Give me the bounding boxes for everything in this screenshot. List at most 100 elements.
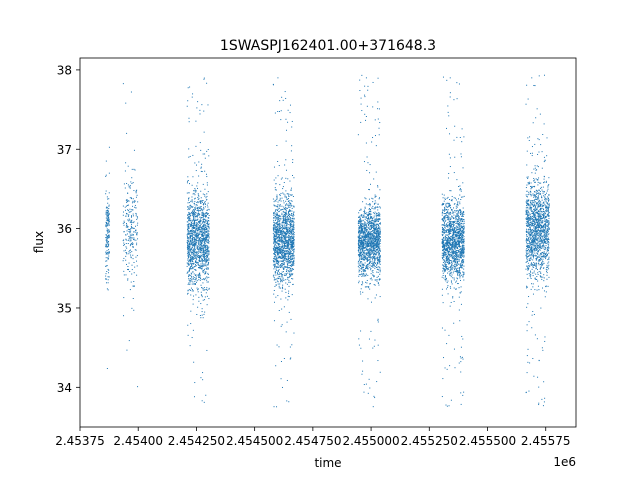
- data-point: [134, 200, 136, 202]
- data-point: [278, 222, 280, 224]
- data-point: [132, 182, 134, 184]
- data-point: [206, 241, 208, 243]
- data-point: [283, 251, 285, 253]
- data-point: [207, 250, 209, 252]
- data-point: [290, 205, 292, 207]
- data-point: [282, 235, 284, 237]
- data-point: [366, 249, 368, 251]
- data-point: [373, 261, 375, 263]
- data-point: [285, 254, 287, 256]
- data-point: [195, 233, 197, 235]
- data-point: [207, 212, 209, 214]
- data-point: [285, 227, 287, 229]
- data-point: [286, 213, 288, 215]
- data-point: [272, 259, 274, 261]
- data-point: [358, 249, 360, 251]
- data-point: [449, 199, 451, 201]
- data-point: [189, 241, 191, 243]
- data-point: [366, 228, 368, 230]
- data-point: [135, 212, 137, 214]
- data-point: [273, 227, 275, 229]
- data-point: [372, 252, 374, 254]
- data-point: [202, 225, 204, 227]
- data-point: [281, 243, 283, 245]
- data-point: [363, 238, 365, 240]
- data-point: [197, 213, 199, 215]
- data-point: [283, 242, 285, 244]
- data-point: [366, 267, 368, 269]
- data-point: [289, 275, 291, 277]
- data-point: [448, 230, 450, 232]
- data-point: [293, 248, 295, 250]
- data-point: [368, 228, 370, 230]
- data-point: [359, 259, 361, 261]
- data-point: [106, 211, 108, 213]
- data-point: [375, 249, 377, 251]
- data-point: [361, 261, 363, 263]
- data-point: [129, 249, 131, 251]
- data-point: [203, 264, 205, 266]
- data-point: [367, 298, 369, 300]
- data-point: [288, 244, 290, 246]
- data-point: [361, 232, 363, 234]
- data-point: [371, 262, 373, 264]
- data-point: [207, 245, 209, 247]
- data-point: [283, 227, 285, 229]
- data-point: [291, 242, 293, 244]
- data-point: [372, 270, 374, 272]
- data-point: [281, 221, 283, 223]
- data-point: [289, 104, 291, 106]
- data-point: [359, 264, 361, 266]
- data-point: [291, 221, 293, 223]
- data-point: [198, 224, 200, 226]
- data-point: [206, 231, 208, 233]
- data-point: [284, 266, 286, 268]
- data-point: [194, 211, 196, 213]
- data-point: [363, 274, 365, 276]
- data-point: [370, 242, 372, 244]
- data-point: [285, 209, 287, 211]
- data-point: [201, 232, 203, 234]
- data-point: [365, 203, 367, 205]
- data-point: [207, 242, 209, 244]
- data-point: [194, 209, 196, 211]
- data-point: [275, 238, 277, 240]
- data-point: [192, 210, 194, 212]
- data-point: [277, 221, 279, 223]
- data-point: [279, 267, 281, 269]
- data-point: [360, 245, 362, 247]
- data-point: [197, 289, 198, 291]
- data-point: [274, 270, 276, 272]
- data-point: [291, 219, 293, 221]
- data-point: [363, 223, 365, 225]
- data-point: [105, 282, 107, 284]
- data-point: [197, 251, 199, 253]
- data-point: [284, 231, 286, 233]
- data-point: [285, 248, 287, 250]
- data-point: [373, 345, 375, 347]
- data-point: [276, 258, 278, 260]
- data-point: [206, 246, 208, 248]
- data-point: [288, 213, 290, 215]
- data-point: [363, 241, 365, 243]
- data-point: [280, 217, 282, 219]
- data-point: [203, 257, 205, 259]
- data-point: [367, 392, 369, 394]
- data-point: [283, 247, 285, 249]
- data-point: [278, 235, 280, 237]
- data-point: [188, 263, 190, 265]
- data-point: [199, 266, 201, 268]
- data-point: [190, 294, 192, 296]
- data-point: [201, 258, 203, 260]
- data-point: [191, 256, 193, 258]
- data-point: [379, 222, 381, 224]
- data-point: [291, 240, 293, 242]
- data-point: [126, 201, 128, 203]
- data-point: [293, 251, 295, 253]
- data-point: [195, 269, 197, 271]
- data-point: [378, 108, 380, 110]
- data-point: [286, 129, 288, 131]
- data-point: [365, 233, 367, 235]
- data-point: [201, 268, 203, 270]
- data-point: [277, 233, 279, 235]
